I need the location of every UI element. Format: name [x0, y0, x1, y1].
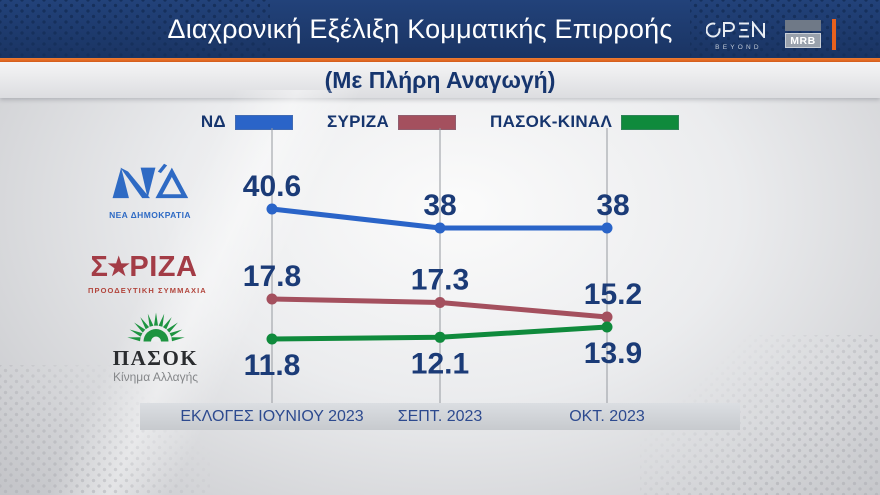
legend-swatch-syriza: [398, 114, 457, 130]
nd-party-logo: ΝΕΑ ΔΗΜΟΚΡΑΤΙΑ: [102, 162, 198, 220]
data-point: [601, 321, 613, 333]
axis-label: ΣΕΠΤ. 2023: [397, 408, 483, 425]
subtitle-band: (Με Πλήρη Αναγωγή): [0, 62, 880, 98]
value-label: 17.3: [411, 264, 469, 297]
legend-item-syriza: ΣΥΡΙΖΑ: [326, 112, 457, 132]
page-title: Διαχρονική Εξέλιξη Κομματικής Επιρροής: [167, 14, 673, 44]
syriza-wordmark-rest: ΡΙΖΑ: [129, 251, 198, 283]
axis-label: ΕΚΛΟΓΕΣ ΙΟΥΝΙΟΥ 2023: [180, 408, 364, 425]
mrb-logo: MRB: [785, 20, 821, 48]
open-channel-logo: BEYOND: [705, 20, 768, 51]
mrb-logo-mark: [785, 20, 821, 31]
pasok-wordmark: ΠΑΣΟΚ: [112, 346, 199, 370]
legend-swatch-nd: [234, 114, 293, 130]
pasok-party-logo: ΠΑΣΟΚ Κίνημα Αλλαγής: [108, 311, 203, 384]
open-logo-icon: [705, 20, 765, 40]
value-label: 38: [596, 189, 629, 222]
legend-item-nd: ΝΔ: [201, 112, 293, 132]
data-point: [434, 222, 446, 234]
legend-label-pasok-kinal: ΠΑΣΟΚ-ΚΙΝΑΛ: [490, 112, 613, 131]
syriza-wordmark-sigma: Σ: [90, 251, 109, 283]
legend: ΝΔ ΣΥΡΙΖΑ ΠΑΣΟΚ-ΚΙΝΑΛ: [0, 112, 880, 132]
value-label: 40.6: [243, 170, 301, 203]
data-point: [601, 311, 613, 323]
data-point: [266, 203, 278, 215]
value-label: 13.9: [584, 337, 642, 370]
pasok-logo-caption: Κίνημα Αλλαγής: [112, 370, 199, 385]
orange-accent-bar: [832, 19, 836, 50]
nd-logo-icon: [112, 163, 189, 199]
data-point: [266, 333, 278, 345]
data-point: [434, 297, 446, 308]
chart-subtitle: (Με Πλήρη Αναγωγή): [324, 67, 556, 93]
syriza-wordmark: Σ★ΡΙΖΑ: [88, 253, 200, 282]
value-label: 17.8: [243, 260, 301, 293]
pasok-sun-icon: [126, 312, 185, 342]
syriza-party-logo: Σ★ΡΙΖΑ ΠΡΟΟΔΕΥΤΙΚΗ ΣΥΜΜΑΧΙΑ: [88, 253, 207, 296]
data-point: [601, 222, 613, 234]
x-axis-band: ΕΚΛΟΓΕΣ ΙΟΥΝΙΟΥ 2023 ΣΕΠΤ. 2023 ΟΚΤ. 2023: [140, 403, 740, 430]
orange-divider: [0, 58, 880, 62]
data-point: [434, 331, 446, 343]
mrb-logo-text: MRB: [785, 33, 821, 48]
value-label: 38: [423, 189, 456, 222]
value-label: 12.1: [411, 347, 469, 380]
nd-logo-caption: ΝΕΑ ΔΗΜΟΚΡΑΤΙΑ: [109, 210, 191, 220]
syriza-logo-caption: ΠΡΟΟΔΕΥΤΙΚΗ ΣΥΜΜΑΧΙΑ: [88, 286, 207, 295]
legend-label-nd: ΝΔ: [200, 112, 226, 131]
legend-swatch-pasok-kinal: [621, 114, 680, 130]
syriza-star-icon: ★: [107, 253, 131, 281]
axis-label: ΟΚΤ. 2023: [569, 408, 645, 425]
value-label: 15.2: [584, 278, 642, 311]
legend-item-pasok-kinal: ΠΑΣΟΚ-ΚΙΝΑΛ: [490, 112, 680, 132]
value-label: 11.8: [244, 349, 301, 382]
data-point: [266, 293, 278, 305]
open-beyond-label: BEYOND: [715, 44, 762, 51]
legend-label-syriza: ΣΥΡΙΖΑ: [326, 112, 390, 131]
